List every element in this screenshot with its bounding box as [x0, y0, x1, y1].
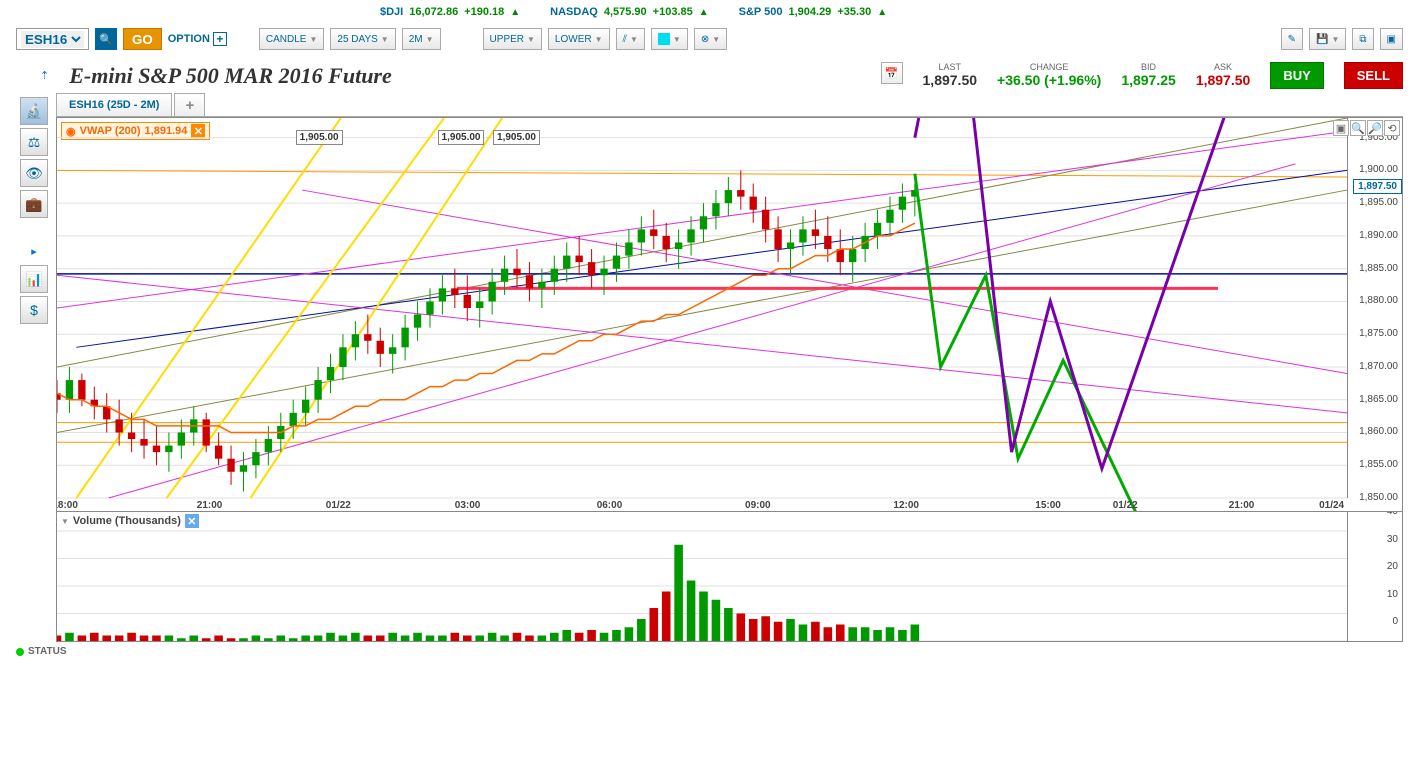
price-x-axis: 18:0021:0001/2203:0006:0009:0012:0015:00…: [57, 496, 1347, 511]
market-ticker-bar: $DJI 16,072.86 +190.18 ▲ NASDAQ 4,575.90…: [0, 0, 1419, 24]
notes-button[interactable]: ✎: [1281, 28, 1303, 50]
watchlist-tool[interactable]: 👁: [20, 159, 48, 187]
volume-y-axis: 010203040: [1347, 512, 1402, 641]
eye-icon: 👁: [25, 165, 43, 182]
save-button[interactable]: 💾▼: [1309, 28, 1346, 50]
balance-tool[interactable]: ⚖: [20, 128, 48, 156]
chart-icon: 📊: [25, 271, 42, 288]
zoom-reset-button[interactable]: ⟲: [1384, 120, 1400, 136]
lines-icon: ⫽: [623, 34, 627, 45]
portfolio-tool[interactable]: 💼: [20, 190, 48, 218]
left-sidebar: 🔬 ⚖ 👁 💼 ▸ 📊 $: [16, 93, 52, 642]
up-arrow-icon: ▲: [510, 7, 520, 18]
search-button[interactable]: 🔍: [95, 28, 117, 50]
search-icon: 🔍: [99, 33, 113, 46]
interval-dropdown[interactable]: 2M▼: [402, 28, 441, 50]
trendline-tool[interactable]: ⫽▼: [616, 28, 645, 50]
maximize-button[interactable]: ▣: [1380, 28, 1403, 50]
status-bar: STATUS: [0, 642, 1419, 661]
zoom-tools: ▣ 🔍 🔎 ⟲: [1333, 120, 1400, 136]
buy-button[interactable]: BUY: [1270, 62, 1323, 89]
window-icon: ⧉: [1359, 34, 1366, 45]
chart-header: ⇡ E-mini S&P 500 MAR 2016 Future 📅 LAST1…: [0, 54, 1419, 93]
ticker-dji[interactable]: $DJI 16,072.86 +190.18 ▲: [380, 6, 520, 18]
dollar-icon: $: [30, 302, 38, 318]
note-icon: ✎: [1288, 34, 1296, 45]
lower-indicator-dropdown[interactable]: LOWER▼: [548, 28, 610, 50]
range-dropdown[interactable]: 25 DAYS▼: [330, 28, 395, 50]
color-tool[interactable]: ▼: [651, 28, 688, 50]
delete-tool[interactable]: ⊗▼: [694, 28, 727, 50]
chart-tabs: ESH16 (25D - 2M) +: [56, 93, 1403, 117]
save-icon: 💾: [1316, 34, 1328, 45]
chevron-down-icon: ▼: [1331, 35, 1339, 44]
chevron-down-icon: ▼: [426, 35, 434, 44]
chart-tool[interactable]: 📊: [20, 265, 48, 293]
bid-price: 1,897.25: [1121, 72, 1176, 88]
calendar-icon: 📅: [885, 67, 899, 80]
calendar-button[interactable]: 📅: [881, 62, 903, 84]
chevron-down-icon: ▼: [527, 35, 535, 44]
collapse-icon[interactable]: ▼: [61, 517, 69, 526]
remove-volume-button[interactable]: ✕: [185, 514, 199, 528]
change-value: +36.50 (+1.96%): [997, 72, 1101, 88]
volume-chart-svg: [57, 531, 1347, 641]
price-chart[interactable]: ▣ 🔍 🔎 ⟲ ◉ VWAP (200) 1,891.94 ✕ 1,850.00…: [56, 117, 1403, 512]
chevron-down-icon: ▼: [309, 35, 317, 44]
maximize-icon: ▣: [1387, 34, 1396, 45]
zoom-in-button[interactable]: 🔍: [1350, 120, 1366, 136]
pin-icon[interactable]: ⇡: [40, 69, 49, 82]
quote-box: 📅 LAST1,897.50 CHANGE+36.50 (+1.96%) BID…: [881, 62, 1403, 89]
briefcase-icon: 💼: [25, 196, 42, 213]
upper-indicator-dropdown[interactable]: UPPER▼: [483, 28, 542, 50]
volume-header: ▼ Volume (Thousands) ✕: [61, 514, 199, 528]
microscope-icon: 🔬: [25, 103, 42, 120]
scale-icon: ⚖: [28, 134, 41, 151]
main-toolbar: ESH16 🔍 GO OPTION + CANDLE▼ 25 DAYS▼ 2M▼…: [0, 24, 1419, 54]
chevron-down-icon: ▼: [381, 35, 389, 44]
chevron-down-icon: ▼: [630, 35, 638, 44]
close-circle-icon: ⊗: [701, 34, 709, 45]
last-price: 1,897.50: [923, 72, 978, 88]
symbol-select[interactable]: ESH16: [16, 28, 89, 50]
ticker-sp500[interactable]: S&P 500 1,904.29 +35.30 ▲: [739, 6, 888, 18]
chart-type-dropdown[interactable]: CANDLE▼: [259, 28, 325, 50]
volume-chart[interactable]: ▼ Volume (Thousands) ✕ 010203040: [56, 512, 1403, 642]
zoom-out-button[interactable]: 🔎: [1367, 120, 1383, 136]
up-arrow-icon: ▲: [877, 7, 887, 18]
sidebar-expand[interactable]: ▸: [27, 241, 41, 262]
add-tab-button[interactable]: +: [174, 93, 205, 116]
color-swatch-icon: [658, 33, 670, 45]
plus-icon: +: [213, 32, 227, 46]
price-y-axis: 1,850.001,855.001,860.001,865.001,870.00…: [1347, 118, 1402, 498]
main-area: 🔬 ⚖ 👁 💼 ▸ 📊 $ ESH16 (25D - 2M) + ▣ 🔍 🔎 ⟲…: [0, 93, 1419, 642]
price-chart-svg: [57, 118, 1347, 498]
dollar-tool[interactable]: $: [20, 296, 48, 324]
popout-button[interactable]: ⧉: [1352, 28, 1373, 50]
go-button[interactable]: GO: [123, 28, 162, 50]
option-link[interactable]: OPTION +: [168, 32, 227, 46]
chevron-down-icon: ▼: [673, 35, 681, 44]
ticker-nasdaq[interactable]: NASDAQ 4,575.90 +103.85 ▲: [550, 6, 708, 18]
ask-price: 1,897.50: [1196, 72, 1251, 88]
chart-title: E-mini S&P 500 MAR 2016 Future: [69, 63, 392, 89]
microscope-tool[interactable]: 🔬: [20, 97, 48, 125]
chevron-down-icon: ▼: [712, 35, 720, 44]
chart-tab-main[interactable]: ESH16 (25D - 2M): [56, 93, 172, 116]
reset-zoom-button[interactable]: ▣: [1333, 120, 1349, 136]
chevron-down-icon: ▼: [595, 35, 603, 44]
status-indicator-icon: [16, 648, 24, 656]
chart-area: ESH16 (25D - 2M) + ▣ 🔍 🔎 ⟲ ◉ VWAP (200) …: [56, 93, 1403, 642]
sell-button[interactable]: SELL: [1344, 62, 1403, 89]
up-arrow-icon: ▲: [699, 7, 709, 18]
